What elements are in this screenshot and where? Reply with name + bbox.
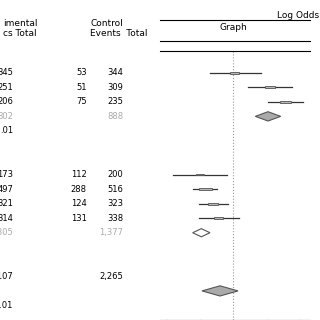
Text: 338: 338 (107, 214, 123, 223)
Text: 131: 131 (71, 214, 87, 223)
Text: 314: 314 (0, 214, 13, 223)
Text: 51: 51 (76, 83, 87, 92)
Text: 75: 75 (76, 97, 87, 106)
Text: 1,305: 1,305 (0, 228, 13, 237)
Text: 112: 112 (71, 170, 87, 179)
Text: Log Odds: Log Odds (277, 12, 319, 20)
Text: 2,265: 2,265 (100, 272, 123, 281)
Text: 200: 200 (108, 170, 123, 179)
Text: Control: Control (90, 19, 123, 28)
Bar (280, 100, 291, 103)
Bar (230, 72, 239, 74)
Bar (208, 203, 218, 205)
Text: Events  Total: Events Total (90, 29, 148, 38)
Text: 345: 345 (0, 68, 13, 77)
Text: 309: 309 (108, 83, 123, 92)
Text: 2,107: 2,107 (0, 272, 13, 281)
Text: .01: .01 (0, 126, 13, 135)
Bar (196, 173, 204, 175)
Text: 497: 497 (0, 185, 13, 194)
Text: 1,377: 1,377 (99, 228, 123, 237)
Text: 802: 802 (0, 112, 13, 121)
Bar (199, 188, 212, 190)
Polygon shape (255, 112, 281, 121)
Text: 124: 124 (71, 199, 87, 208)
Text: 53: 53 (76, 68, 87, 77)
Text: Graph: Graph (220, 23, 247, 32)
Polygon shape (202, 286, 238, 296)
Text: imental: imental (3, 19, 38, 28)
Text: 888: 888 (107, 112, 123, 121)
Bar (265, 86, 275, 88)
Text: cs Total: cs Total (3, 29, 37, 38)
Bar (214, 217, 223, 219)
Text: 288: 288 (71, 185, 87, 194)
Text: 235: 235 (108, 97, 123, 106)
Polygon shape (193, 229, 210, 237)
Text: 516: 516 (108, 185, 123, 194)
Text: 344: 344 (108, 68, 123, 77)
Text: 321: 321 (0, 199, 13, 208)
Text: 173: 173 (0, 170, 13, 179)
Text: 0.01: 0.01 (0, 301, 13, 310)
Text: 206: 206 (0, 97, 13, 106)
Text: 251: 251 (0, 83, 13, 92)
Text: 323: 323 (107, 199, 123, 208)
